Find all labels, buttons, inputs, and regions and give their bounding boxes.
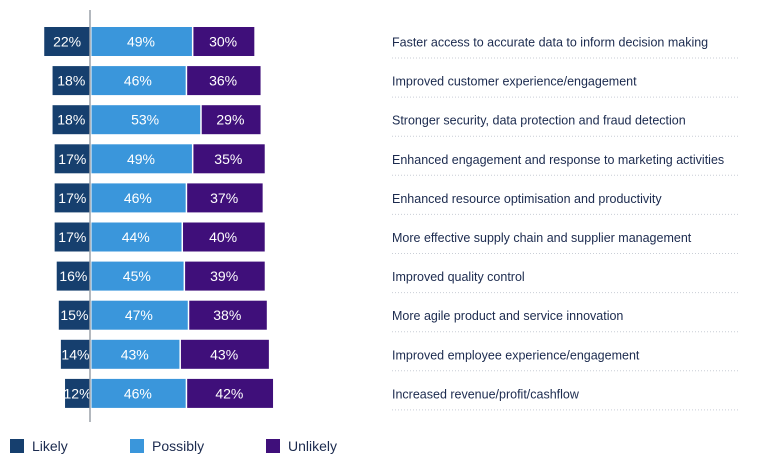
data-label-unlikely: 36% [209,73,237,89]
legend-label-likely: Likely [32,438,68,454]
legend-swatch-likely [10,439,24,453]
category-label: Faster access to accurate data to inform… [392,36,708,50]
legend-item-likely: Likely [10,438,68,454]
bar-likely [54,222,90,252]
bar-row: 17% 49% 35% Enhanced engagement and respons… [54,144,738,176]
bar-row: 14% 43% 43% Improved employee experience/en… [60,339,738,372]
bar-row: 22% 49% 30% Faster access to accurate data … [44,27,738,59]
data-label-unlikely: 35% [214,151,242,167]
data-label-possibly: 45% [123,268,151,284]
bar-possibly [91,222,182,252]
bar-row: 12% 46% 42% Increased revenue/profit/cashfl… [64,378,738,411]
category-label: Improved customer experience/engagement [392,75,637,89]
legend-label-possibly: Possibly [152,438,205,454]
legend-swatch-unlikely [266,439,280,453]
data-label-likely: 15% [60,307,88,323]
data-label-likely: 14% [61,346,89,362]
legend-item-unlikely: Unlikely [266,438,337,454]
bar-unlikely [193,144,265,174]
data-label-possibly: 43% [121,346,149,362]
category-label: Stronger security, data protection and f… [392,114,686,128]
data-label-possibly: 46% [124,73,152,89]
data-label-possibly: 53% [131,112,159,128]
data-label-likely: 22% [53,34,81,50]
data-label-unlikely: 38% [213,307,241,323]
bar-possibly [91,378,186,408]
bar-row: 18% 53% 29% Stronger security, data protect… [52,105,738,137]
bar-unlikely [187,378,274,408]
data-label-unlikely: 30% [209,34,237,50]
category-label: Increased revenue/profit/cashflow [392,387,580,401]
bar-unlikely [185,261,265,291]
data-label-possibly: 46% [124,385,152,401]
bar-possibly [91,105,201,135]
data-label-possibly: 49% [127,34,155,50]
bar-possibly [91,339,180,369]
bar-row: 17% 44% 40% More effective supply chain and… [54,222,738,254]
data-label-likely: 18% [57,112,85,128]
bar-row: 17% 46% 37% Enhanced resource optimisation … [54,183,738,215]
legend-item-possibly: Possibly [130,438,204,454]
category-label: More effective supply chain and supplier… [392,231,692,245]
category-label: Enhanced engagement and response to mark… [392,153,724,167]
chart: 22% 49% 30% Faster access to accurate data … [44,10,738,422]
bar-possibly [91,261,184,291]
bar-unlikely [183,222,265,252]
data-label-possibly: 46% [124,190,152,206]
bar-unlikely [180,339,269,369]
data-label-possibly: 44% [122,229,150,245]
data-label-likely: 17% [58,190,86,206]
bar-possibly [91,144,192,174]
bar-likely [60,339,90,369]
bar-likely [56,261,90,291]
data-label-unlikely: 40% [209,229,237,245]
bar-row: 15% 47% 38% More agile product and service … [58,300,738,333]
bar-unlikely [187,183,263,213]
category-label: Improved quality control [392,270,525,284]
category-label: Enhanced resource optimisation and produ… [392,192,662,206]
bar-possibly [91,300,188,330]
bar-likely [52,105,90,135]
legend-label-unlikely: Unlikely [288,438,338,454]
data-label-likely: 17% [58,151,86,167]
bar-likely [44,27,90,56]
bar-unlikely [201,105,261,135]
bar-row: 18% 46% 36% Improved customer experience/en… [52,66,738,98]
data-label-likely: 12% [64,385,92,401]
bar-unlikely [189,300,267,330]
bar-possibly [91,66,186,96]
bar-possibly [91,183,186,213]
data-label-possibly: 49% [127,151,155,167]
bar-likely [54,183,90,213]
data-label-unlikely: 43% [210,346,238,362]
data-label-unlikely: 42% [215,385,243,401]
data-label-likely: 18% [57,73,85,89]
bar-row: 16% 45% 39% Improved quality control [56,261,738,294]
bar-likely [54,144,90,174]
category-label: More agile product and service innovatio… [392,309,623,323]
legend-swatch-possibly [130,439,144,453]
data-label-unlikely: 39% [210,268,238,284]
data-label-possibly: 47% [125,307,153,323]
bar-likely [52,66,90,96]
bar-likely [65,378,90,408]
bar-unlikely [187,66,261,96]
data-label-unlikely: 37% [210,190,238,206]
bar-likely [58,300,90,330]
bar-unlikely [193,27,255,56]
bar-possibly [91,27,192,56]
data-label-likely: 16% [59,268,87,284]
data-label-likely: 17% [58,229,86,245]
data-label-unlikely: 29% [216,112,244,128]
category-label: Improved employee experience/engagement [392,348,640,362]
